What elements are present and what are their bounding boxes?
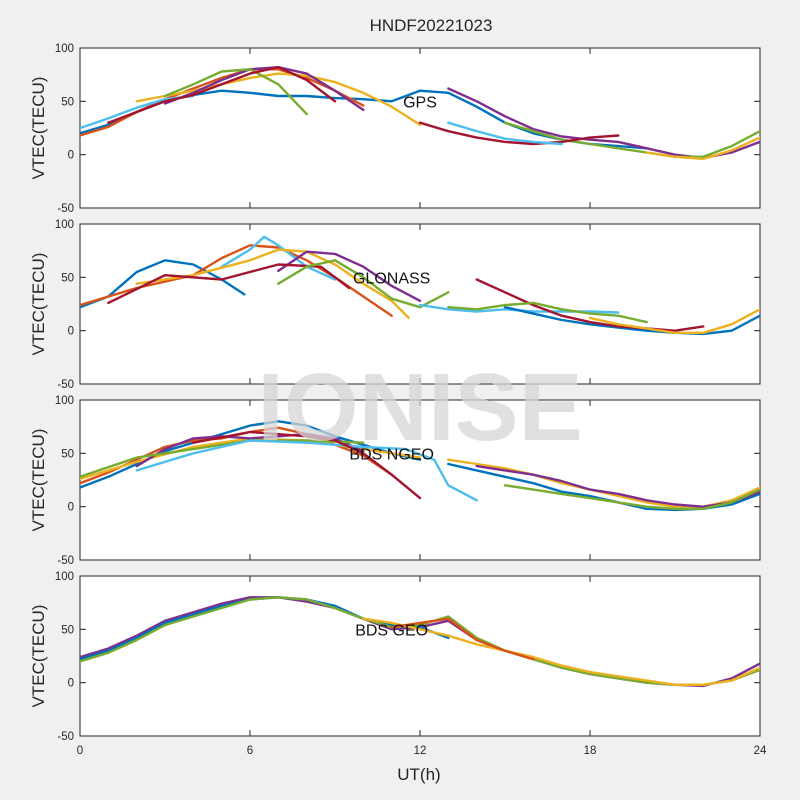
panel-label: GPS [403, 94, 437, 111]
panel-2: -50 0 50 100 VTEC(TECU) GLONASS [29, 219, 761, 391]
y-tick-label: 100 [55, 219, 74, 231]
x-axis-label: UT(h) [397, 765, 440, 784]
series-line-6 [135, 439, 478, 502]
x-tick-label: 0 [77, 745, 83, 757]
series-line-11 [503, 484, 760, 510]
y-tick-label: 50 [61, 448, 74, 460]
y-tick-label: 0 [68, 326, 74, 338]
series-line-4 [362, 617, 760, 686]
series-group [80, 596, 760, 688]
series-line-11 [588, 308, 760, 334]
y-tick-label: 100 [55, 43, 74, 55]
y-axis-label: VTEC(TECU) [29, 253, 48, 356]
y-tick-label: -50 [57, 203, 74, 215]
series-line-7 [277, 259, 450, 309]
series-line-12 [447, 301, 648, 324]
series-line-3 [80, 596, 760, 686]
series-line-10 [503, 121, 760, 159]
y-tick-label: 0 [68, 678, 74, 690]
panel-label: BDS NGEO [349, 446, 433, 463]
y-tick-label: -50 [57, 555, 74, 567]
series-line-13 [447, 121, 563, 146]
series-line-10 [475, 464, 760, 508]
series-line-5 [163, 68, 308, 116]
axes-box [79, 575, 761, 737]
series-line-2 [80, 68, 365, 137]
panel-1: -50 0 50 100 VTEC(TECU) GPS [29, 43, 761, 215]
series-line-7 [192, 430, 422, 500]
series-line-3 [135, 72, 422, 127]
axes-box [79, 47, 761, 209]
panel-3: -50 0 50 100 VTEC(TECU) BDS NGEO [29, 395, 761, 567]
series-line-4 [163, 65, 365, 112]
y-tick-label: 100 [55, 571, 74, 583]
series-line-10 [475, 278, 705, 332]
y-tick-label: -50 [57, 379, 74, 391]
series-line-5 [390, 617, 535, 661]
series-line-6 [107, 263, 351, 305]
y-tick-label: 50 [61, 96, 74, 108]
series-group [80, 420, 760, 512]
x-tick-label: 24 [754, 745, 767, 757]
y-tick-label: 100 [55, 395, 74, 407]
y-axis-label: VTEC(TECU) [29, 605, 48, 708]
panel-label: BDS GEO [355, 622, 428, 639]
series-line-5 [277, 250, 422, 302]
series-line-1 [80, 420, 422, 489]
y-tick-label: 50 [61, 624, 74, 636]
watermark-text: IONISE [257, 354, 582, 461]
figure-title: HNDF20221023 [370, 16, 493, 35]
y-tick-label: 0 [68, 502, 74, 514]
x-tick-label: 18 [584, 745, 597, 757]
series-line-7 [107, 65, 337, 124]
y-tick-label: 0 [68, 150, 74, 162]
x-tick-label: 12 [414, 745, 427, 757]
panel-label: GLONASS [353, 270, 430, 287]
series-line-3 [220, 235, 337, 281]
x-tick-label: 6 [247, 745, 253, 757]
y-axis-label: VTEC(TECU) [29, 77, 48, 180]
series-group [80, 235, 760, 336]
series-group [80, 65, 760, 161]
series-line-12 [418, 121, 620, 146]
y-tick-label: -50 [57, 731, 74, 743]
series-line-5 [80, 439, 365, 478]
y-tick-label: 50 [61, 272, 74, 284]
series-line-9 [503, 306, 760, 336]
series-line-11 [645, 136, 760, 161]
series-line-4 [135, 432, 365, 468]
axes-box [79, 399, 761, 561]
y-axis-label: VTEC(TECU) [29, 429, 48, 532]
